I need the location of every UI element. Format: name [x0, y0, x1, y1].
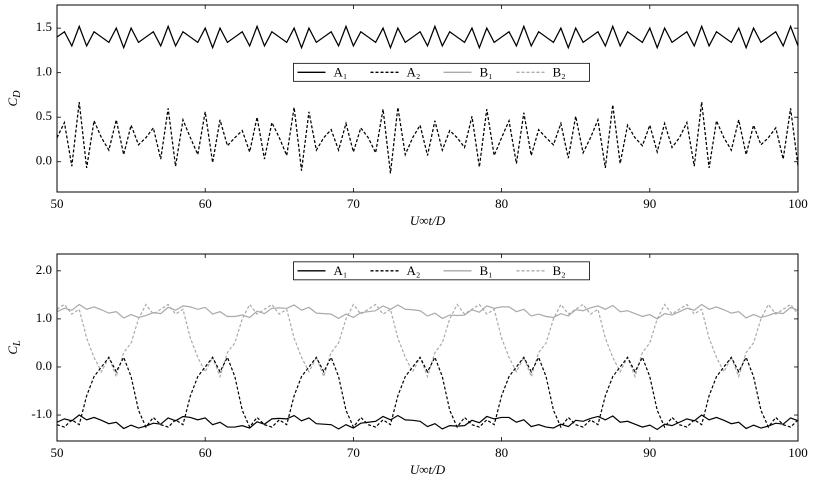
y-tick-label: 0.0: [36, 358, 52, 373]
series-line: [57, 24, 798, 50]
x-tick-label: 80: [495, 445, 508, 460]
y-tick-label: 0.0: [36, 153, 52, 168]
y-tick-label: 1.0: [36, 310, 52, 325]
series-line: [57, 303, 798, 320]
x-tick-label: 90: [643, 196, 656, 211]
x-tick-label: 60: [199, 196, 212, 211]
axes-frame: [56, 253, 799, 442]
x-tick-label: 90: [643, 445, 656, 460]
axes-frame: [56, 4, 799, 193]
series-line: [57, 414, 798, 431]
legend-box: [293, 261, 590, 281]
legend-label: A₂: [407, 64, 421, 79]
legend-label: B₂: [553, 64, 566, 79]
y-tick-label: 1.0: [36, 64, 52, 79]
x-tick-label: 70: [347, 196, 360, 211]
y-axis-label: CL: [5, 340, 23, 355]
x-tick-label: 70: [347, 445, 360, 460]
legend-label: B₂: [553, 263, 566, 278]
legend-box: [293, 62, 590, 82]
y-tick-label: 2.0: [36, 262, 52, 277]
legend-label: A₁: [334, 263, 348, 278]
legend-label: A₂: [407, 263, 421, 278]
y-tick-label: -1.0: [31, 406, 52, 421]
plot: 50 60 70 80 90 100 0.0 0.5 1.0 1.5 U∞t/D CD A₁ A₂ B₁ B₂: [5, 4, 808, 228]
x-axis-label: U∞t/D: [410, 213, 446, 228]
x-tick-label: 80: [495, 196, 508, 211]
x-tick-label: 50: [51, 445, 64, 460]
x-tick-label: 50: [51, 196, 64, 211]
x-axis-label: U∞t/D: [410, 462, 446, 477]
x-tick-label: 100: [788, 445, 808, 460]
legend-label: B₁: [480, 64, 493, 79]
y-tick-label: 1.5: [36, 19, 52, 34]
y-tick-label: 0.5: [36, 108, 52, 123]
series-line: [57, 303, 798, 379]
y-axis-label: CD: [5, 90, 23, 107]
x-tick-label: 100: [788, 196, 808, 211]
x-tick-label: 60: [199, 445, 212, 460]
legend-label: B₁: [480, 263, 493, 278]
legend-label: A₁: [334, 64, 348, 79]
series-line: [57, 355, 798, 429]
series-line: [57, 101, 798, 174]
plot: 50 60 70 80 90 100 -1.0 0.0 1.0 2.0 U∞t/D CL A₁ A₂ B₁ B…: [5, 253, 808, 477]
